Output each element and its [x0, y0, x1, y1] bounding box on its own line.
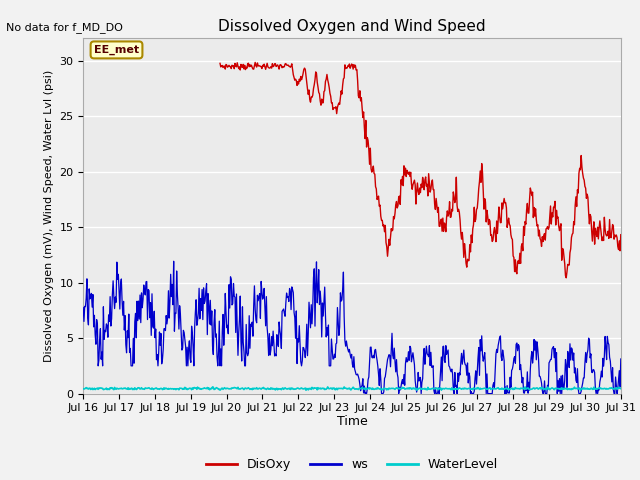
Text: EE_met: EE_met: [94, 45, 139, 55]
Title: Dissolved Oxygen and Wind Speed: Dissolved Oxygen and Wind Speed: [218, 20, 486, 35]
Y-axis label: Dissolved Oxygen (mV), Wind Speed, Water Lvl (psi): Dissolved Oxygen (mV), Wind Speed, Water…: [44, 70, 54, 362]
Text: No data for f_MD_DO: No data for f_MD_DO: [6, 22, 124, 33]
X-axis label: Time: Time: [337, 415, 367, 428]
Legend: DisOxy, ws, WaterLevel: DisOxy, ws, WaterLevel: [201, 453, 503, 476]
